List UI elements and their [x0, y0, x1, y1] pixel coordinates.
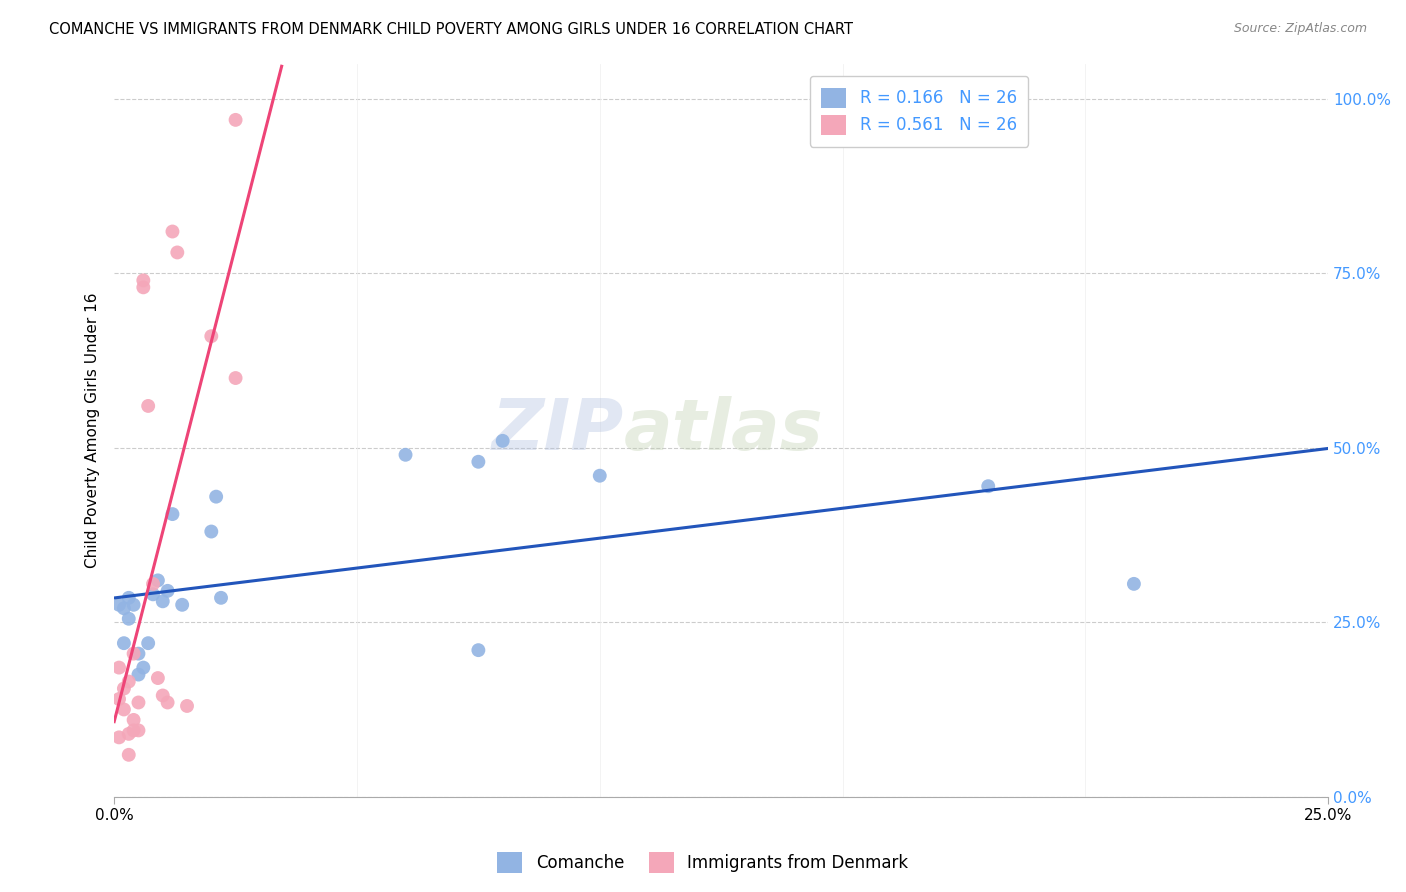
Point — [467, 455, 489, 469]
Point — [118, 612, 141, 626]
Legend: Comanche, Immigrants from Denmark: Comanche, Immigrants from Denmark — [491, 846, 915, 880]
Text: COMANCHE VS IMMIGRANTS FROM DENMARK CHILD POVERTY AMONG GIRLS UNDER 16 CORRELATI: COMANCHE VS IMMIGRANTS FROM DENMARK CHIL… — [49, 22, 853, 37]
Point — [136, 636, 159, 650]
Point — [118, 674, 141, 689]
Point — [127, 723, 149, 738]
Point — [142, 577, 165, 591]
Point — [127, 647, 149, 661]
Point — [166, 245, 188, 260]
Point — [492, 434, 515, 448]
Point — [156, 583, 179, 598]
Text: Source: ZipAtlas.com: Source: ZipAtlas.com — [1233, 22, 1367, 36]
Point — [108, 660, 131, 674]
Text: ZIP: ZIP — [492, 396, 624, 465]
Point — [118, 727, 141, 741]
Point — [112, 601, 135, 615]
Point — [205, 490, 228, 504]
Point — [200, 329, 222, 343]
Point — [225, 371, 247, 385]
Point — [132, 273, 155, 287]
Point — [118, 747, 141, 762]
Point — [225, 112, 247, 127]
Text: atlas: atlas — [624, 396, 824, 465]
Point — [112, 702, 135, 716]
Point — [209, 591, 232, 605]
Point — [122, 723, 145, 738]
Y-axis label: Child Poverty Among Girls Under 16: Child Poverty Among Girls Under 16 — [86, 293, 100, 568]
Point — [108, 731, 131, 745]
Point — [112, 636, 135, 650]
Point — [162, 507, 184, 521]
Point — [127, 667, 149, 681]
Point — [152, 689, 174, 703]
Point — [172, 598, 194, 612]
Point — [589, 468, 612, 483]
Point — [156, 696, 179, 710]
Point — [467, 643, 489, 657]
Point — [122, 713, 145, 727]
Point — [108, 692, 131, 706]
Point — [394, 448, 416, 462]
Point — [176, 698, 198, 713]
Point — [127, 696, 149, 710]
Point — [118, 591, 141, 605]
Point — [152, 594, 174, 608]
Point — [200, 524, 222, 539]
Point — [1122, 577, 1144, 591]
Point — [142, 587, 165, 601]
Point — [122, 647, 145, 661]
Point — [146, 671, 169, 685]
Point — [132, 660, 155, 674]
Point — [112, 681, 135, 696]
Legend: R = 0.166   N = 26, R = 0.561   N = 26: R = 0.166 N = 26, R = 0.561 N = 26 — [810, 76, 1028, 146]
Point — [108, 598, 131, 612]
Point — [132, 280, 155, 294]
Point — [977, 479, 1000, 493]
Point — [146, 574, 169, 588]
Point — [136, 399, 159, 413]
Point — [122, 598, 145, 612]
Point — [162, 225, 184, 239]
